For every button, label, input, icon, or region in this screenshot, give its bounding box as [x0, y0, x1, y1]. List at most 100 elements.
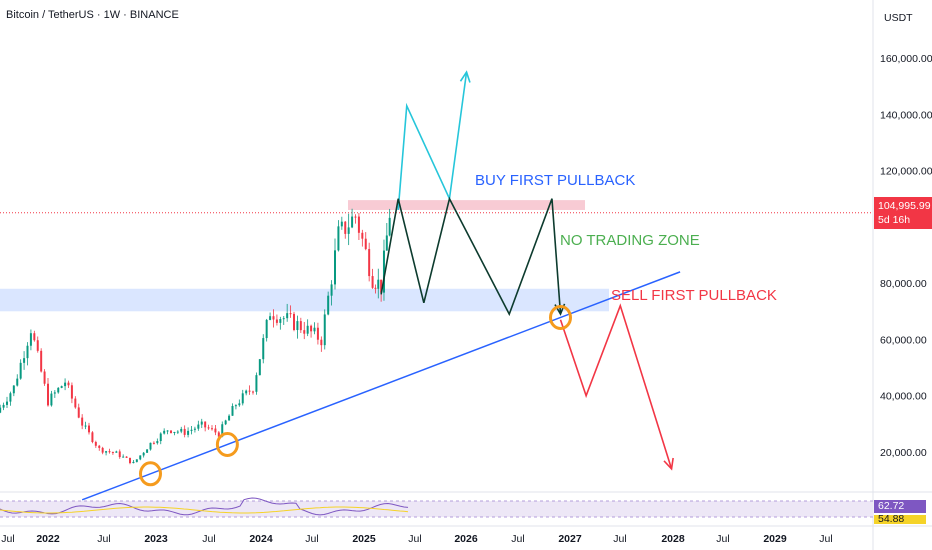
candles — [0, 208, 391, 465]
candle-body — [368, 249, 371, 277]
bull-projection — [397, 71, 468, 211]
candle-body — [77, 407, 80, 418]
candle-body — [125, 456, 128, 458]
last-price-badge: 104,995.99 5d 16h — [874, 197, 932, 229]
candle-body — [0, 407, 2, 413]
candle-body — [142, 452, 145, 456]
time-tick: Jul — [819, 533, 832, 545]
bull-arrowhead — [459, 70, 471, 83]
candle-body — [122, 456, 125, 458]
candle-body — [29, 333, 32, 346]
candle-body — [33, 333, 36, 341]
candle-body — [357, 216, 360, 233]
price-tick: 20,000.00 — [880, 447, 927, 459]
rsi-band — [0, 501, 873, 517]
candle-body — [245, 390, 248, 394]
candle-body — [380, 279, 383, 293]
touch-marker — [139, 461, 162, 487]
price-tick: 120,000.00 — [880, 166, 932, 178]
candle-body — [94, 442, 97, 446]
price-tick: 160,000.00 — [880, 53, 932, 65]
candle-body — [241, 393, 244, 404]
candle-body — [81, 417, 84, 426]
candle-body — [115, 451, 118, 453]
time-tick: Jul — [613, 533, 626, 545]
candle-body — [340, 221, 343, 227]
candle-body — [265, 319, 268, 339]
time-tick: 2025 — [352, 533, 376, 545]
time-tick: Jul — [408, 533, 421, 545]
candle-body — [385, 235, 388, 251]
candle-body — [382, 250, 385, 293]
candle-body — [303, 330, 306, 334]
candle-body — [60, 386, 63, 388]
candle-body — [269, 316, 272, 320]
candle-body — [159, 433, 162, 442]
candle-body — [354, 216, 357, 218]
candle-body — [118, 451, 121, 458]
candle-body — [101, 447, 104, 453]
time-tick: Jul — [305, 533, 318, 545]
candle-body — [275, 319, 278, 323]
candle-body — [135, 459, 138, 462]
zone-resistance — [348, 200, 585, 210]
candle-body — [129, 457, 131, 464]
time-tick: Jul — [511, 533, 524, 545]
symbol-header[interactable]: Bitcoin / TetherUS · 1W · BINANCE — [6, 9, 179, 21]
candle-body — [207, 427, 210, 429]
bear-projection — [559, 303, 673, 470]
bear-arrowhead — [663, 457, 674, 471]
candle-body — [258, 359, 261, 376]
candle-body — [231, 406, 234, 416]
support-trendline — [81, 271, 681, 501]
range-projection — [380, 196, 562, 317]
candle-body — [88, 425, 90, 433]
time-tick: Jul — [202, 533, 215, 545]
candle-body — [16, 378, 19, 386]
candle-body — [50, 393, 53, 406]
candle-body — [377, 279, 380, 289]
time-tick: Jul — [97, 533, 110, 545]
candle-body — [337, 226, 340, 251]
candle-body — [310, 325, 313, 332]
candle-body — [364, 238, 367, 250]
candle-body — [176, 431, 179, 433]
rsi-ma-line — [0, 506, 409, 514]
time-tick: Jul — [716, 533, 729, 545]
candle-body — [296, 321, 299, 331]
bar-countdown: 5d 16h — [878, 214, 911, 226]
candle-body — [43, 371, 46, 384]
candle-body — [98, 445, 101, 448]
time-tick: 2023 — [144, 533, 168, 545]
candle-body — [238, 403, 241, 406]
candle-body — [108, 451, 111, 453]
price-tick: 40,000.00 — [880, 391, 927, 403]
candle-body — [320, 339, 323, 346]
candle-body — [200, 421, 203, 425]
touch-marker — [215, 431, 239, 457]
candle-body — [374, 287, 377, 289]
candle-body — [152, 442, 155, 444]
time-tick: 2026 — [454, 533, 478, 545]
currency-unit[interactable]: USDT — [884, 12, 913, 24]
candle-body — [262, 338, 265, 360]
time-tick: Jul — [1, 533, 14, 545]
candle-body — [36, 340, 39, 351]
candle-body — [6, 401, 8, 405]
candle-body — [272, 316, 275, 320]
candle-body — [371, 276, 374, 288]
candle-body — [351, 216, 354, 228]
candle-body — [286, 313, 289, 319]
candle-body — [132, 461, 135, 464]
time-tick: 2022 — [36, 533, 60, 545]
last-price-value: 104,995.99 — [878, 200, 931, 212]
candle-body — [197, 424, 200, 429]
candle-body — [248, 390, 251, 392]
candle-body — [214, 428, 217, 433]
candle-body — [9, 393, 12, 402]
candle-body — [347, 227, 350, 234]
annotation-label: SELL FIRST PULLBACK — [611, 287, 777, 304]
candle-body — [316, 327, 319, 340]
